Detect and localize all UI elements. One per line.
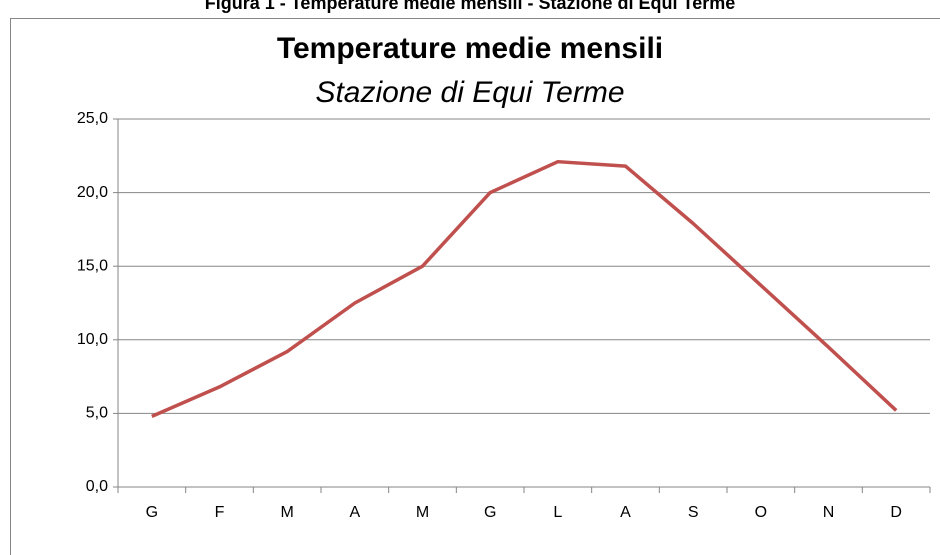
figure-caption: Figura 1 - Temperature medie mensili - S…: [205, 0, 735, 13]
y-tick-label: 5,0: [86, 405, 108, 422]
y-tick-label: 20,0: [77, 184, 108, 201]
x-tick-label: O: [755, 504, 767, 521]
data-line: [151, 159, 898, 418]
x-tick-label: N: [823, 504, 835, 521]
y-tick-label: 15,0: [77, 257, 108, 274]
x-tick-label: M: [416, 504, 429, 521]
x-tick-label: D: [890, 504, 902, 521]
x-tick-label: M: [281, 504, 294, 521]
chart-subtitle: Stazione di Equi Terme: [315, 76, 624, 109]
x-tick-label: S: [688, 504, 699, 521]
x-tick-label: A: [349, 504, 360, 521]
y-tick-label: 0,0: [86, 478, 108, 495]
x-tick-label: G: [146, 504, 158, 521]
chart-title: Temperature medie mensili: [277, 32, 663, 65]
x-tick-label: L: [553, 504, 562, 521]
y-tick-label: 25,0: [77, 110, 108, 127]
y-tick-label: 10,0: [77, 331, 108, 348]
chart-border: [10, 18, 940, 555]
x-tick-label: A: [620, 504, 631, 521]
x-tick-label: G: [484, 504, 496, 521]
x-tick-label: F: [215, 504, 225, 521]
